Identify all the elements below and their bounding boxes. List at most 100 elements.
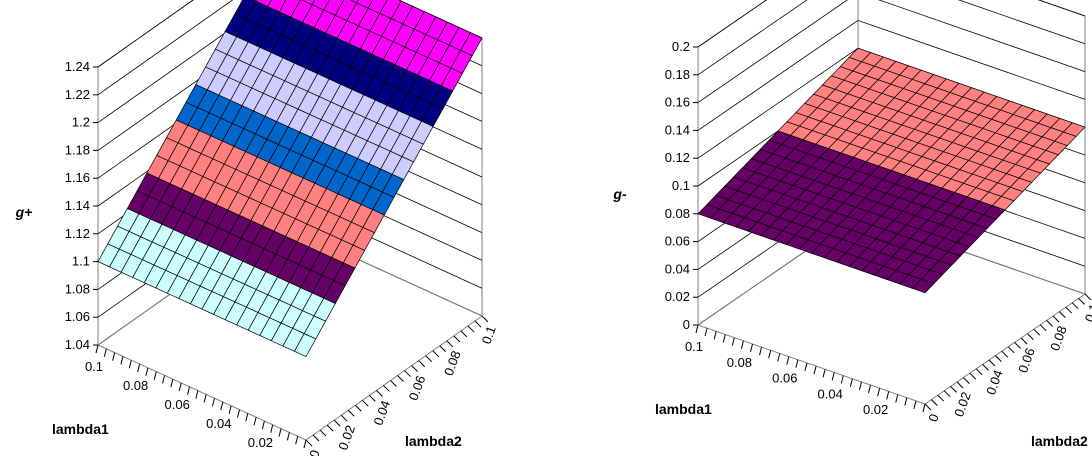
x-tick-mark bbox=[777, 353, 781, 362]
y-tick-label: 0.02 bbox=[951, 390, 974, 419]
x-tick-mark bbox=[749, 343, 753, 353]
y-tick-mark bbox=[1014, 342, 1021, 349]
y-tick-mark bbox=[347, 409, 355, 417]
x-tick-mark bbox=[253, 417, 257, 426]
x-tick-mark bbox=[187, 386, 191, 395]
x-tick-label: 0.08 bbox=[123, 378, 148, 393]
y-tick-mark bbox=[1084, 293, 1092, 301]
x-tick-label: 0.1 bbox=[685, 339, 703, 354]
y-tick-mark bbox=[390, 380, 397, 387]
x-tick-mark bbox=[804, 362, 808, 372]
x-tick-mark bbox=[95, 344, 99, 354]
z-tick-label: 0.08 bbox=[665, 206, 690, 221]
z-tick-label: 0.16 bbox=[665, 95, 690, 110]
z-tick-label: 0.06 bbox=[665, 234, 690, 249]
y-tick-mark bbox=[1078, 298, 1085, 305]
x-tick-mark bbox=[203, 394, 207, 403]
y-tick-mark bbox=[1071, 302, 1079, 310]
z-axis-title: g- bbox=[612, 186, 627, 202]
x-tick-mark bbox=[261, 420, 265, 430]
y-tick-mark bbox=[425, 355, 433, 363]
x-tick-label: 0.02 bbox=[863, 402, 888, 417]
x-tick-mark bbox=[295, 436, 299, 445]
y-tick-mark bbox=[1001, 350, 1009, 358]
z-tick-label: 0.02 bbox=[665, 289, 690, 304]
z-gridline bbox=[697, 19, 1086, 131]
x-tick-mark bbox=[120, 356, 124, 365]
x-tick-mark bbox=[162, 375, 166, 384]
x-tick-mark bbox=[731, 337, 735, 346]
y-tick-mark bbox=[453, 335, 461, 343]
y-tick-mark bbox=[956, 381, 964, 389]
y-tick-mark bbox=[361, 399, 369, 407]
z-tick-label: 1.06 bbox=[65, 309, 90, 324]
y-tick-mark bbox=[376, 390, 383, 397]
x-tick-mark bbox=[786, 356, 790, 365]
z-tick-label: 1.2 bbox=[72, 115, 90, 130]
y-tick-label: 0.04 bbox=[983, 368, 1006, 397]
z-tick-label: 1.04 bbox=[65, 337, 90, 352]
x-tick-mark bbox=[245, 413, 249, 422]
x-tick-mark bbox=[103, 348, 107, 357]
x-tick-label: 0.06 bbox=[772, 371, 797, 386]
x-tick-mark bbox=[922, 403, 926, 413]
y-tick-mark bbox=[924, 403, 932, 411]
x-tick-mark bbox=[286, 432, 290, 441]
y-tick-mark bbox=[1059, 311, 1066, 318]
y-tick-mark bbox=[1052, 315, 1060, 323]
chart-2: 0 0.02 0.04 0.06 0.08 0.1 0.12 0.14 0.16 0.18 0.2 0… bbox=[612, 0, 1092, 449]
z-tick-label: 1.22 bbox=[65, 87, 90, 102]
y-tick-mark bbox=[1033, 328, 1041, 336]
y-tick-mark bbox=[1039, 324, 1047, 332]
x-tick-mark bbox=[740, 340, 744, 349]
y-tick-mark bbox=[1027, 333, 1034, 340]
y-tick-mark bbox=[467, 325, 475, 333]
x-tick-label: 0.04 bbox=[818, 386, 843, 401]
x-tick-mark bbox=[211, 398, 215, 407]
x-tick-mark bbox=[236, 409, 240, 418]
y-tick-mark bbox=[319, 429, 327, 437]
x-tick-mark bbox=[170, 379, 174, 388]
x-tick-mark bbox=[722, 334, 726, 343]
x-axis-title: lambda1 bbox=[52, 421, 109, 437]
y-tick-label: 0.02 bbox=[335, 423, 358, 452]
y-tick-mark bbox=[975, 368, 983, 376]
z-tick-label: 1.16 bbox=[65, 170, 90, 185]
x-tick-mark bbox=[831, 372, 835, 381]
x-tick-label: 0.06 bbox=[165, 397, 190, 412]
y-tick-mark bbox=[333, 419, 341, 427]
surface-cell bbox=[911, 278, 935, 294]
x-axis-title: lambda1 bbox=[655, 401, 712, 417]
y-tick-label: 0.06 bbox=[406, 373, 429, 402]
x-tick-mark bbox=[128, 360, 132, 369]
z-tick-label: 1.14 bbox=[65, 198, 90, 213]
y-tick-mark bbox=[439, 345, 447, 353]
z-gridline bbox=[697, 0, 1086, 76]
z-tick-label: 0.2 bbox=[672, 39, 690, 54]
surface-cell bbox=[293, 333, 317, 358]
y-tick-label: 0 bbox=[306, 448, 323, 456]
x-tick-mark bbox=[913, 400, 917, 409]
x-tick-mark bbox=[886, 391, 890, 400]
y-tick-mark bbox=[1046, 320, 1053, 327]
x-tick-mark bbox=[145, 367, 149, 376]
y-tick-mark bbox=[1007, 346, 1015, 354]
surface bbox=[97, 0, 483, 358]
x-tick-mark bbox=[303, 439, 307, 449]
x-tick-mark bbox=[153, 371, 157, 380]
x-tick-mark bbox=[868, 384, 872, 394]
y-tick-mark bbox=[950, 386, 957, 393]
y-tick-mark bbox=[963, 377, 970, 384]
z-tick-label: 0.14 bbox=[665, 122, 690, 137]
y-tick-label: 0.1 bbox=[1082, 302, 1092, 324]
x-tick-mark bbox=[849, 378, 853, 387]
x-tick-label: 0.08 bbox=[727, 355, 752, 370]
x-tick-mark bbox=[278, 428, 282, 437]
x-tick-mark bbox=[822, 369, 826, 378]
chart-1: 1.04 1.06 1.08 1.1 1.12 1.14 1.16 1.18 1.2 1.22 1.… bbox=[15, 0, 499, 456]
y-tick-mark bbox=[1020, 337, 1028, 345]
y-tick-label: 0.1 bbox=[479, 324, 499, 346]
y-tick-mark bbox=[460, 330, 468, 338]
x-tick-mark bbox=[813, 365, 817, 375]
